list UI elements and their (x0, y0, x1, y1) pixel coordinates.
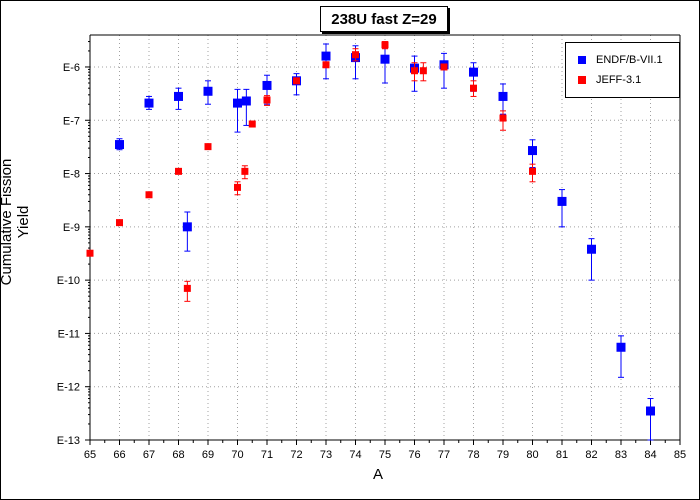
x-tick-label: 65 (84, 449, 96, 461)
x-tick-label: 75 (379, 449, 391, 461)
x-tick-label: 73 (320, 449, 332, 461)
y-axis-label: Cumulative Fission Yield (0, 158, 32, 286)
data-point-endf (469, 67, 478, 77)
x-tick-label: 79 (497, 449, 509, 461)
y-tick-label: E-11 (58, 328, 80, 340)
y-tick-label: E-8 (63, 169, 80, 181)
data-point-endf (616, 342, 626, 352)
x-tick-label: 83 (615, 449, 627, 461)
x-tick-label: 78 (467, 449, 479, 461)
y-tick-label: E-10 (57, 275, 80, 287)
data-point-endf (182, 222, 192, 232)
data-point-jeff (419, 67, 427, 75)
x-tick-label: 68 (172, 449, 184, 461)
data-point-jeff (234, 183, 241, 191)
data-point-endf (144, 98, 154, 108)
x-tick-label: 69 (202, 449, 214, 461)
data-point-endf (233, 98, 242, 108)
x-tick-label: 76 (408, 449, 420, 461)
x-tick-label: 84 (644, 449, 656, 461)
x-tick-label: 85 (674, 449, 686, 461)
x-tick-label: 71 (261, 449, 273, 461)
legend-swatch-endf (578, 56, 586, 64)
legend-entry-endf: ENDF/B-VII.1 (578, 54, 663, 66)
data-point-jeff (470, 84, 477, 92)
x-tick-label: 77 (438, 449, 450, 461)
x-axis-label: A (373, 466, 384, 483)
y-tick-label: E-12 (57, 382, 80, 394)
data-point-endf (174, 91, 183, 101)
y-tick-label: E-9 (63, 222, 80, 234)
legend-label-jeff: JEFF-3.1 (596, 74, 642, 86)
x-tick-label: 72 (290, 449, 302, 461)
data-point-jeff (322, 61, 330, 69)
x-tick-label: 66 (113, 449, 125, 461)
data-point-endf (262, 80, 272, 90)
x-tick-label: 80 (526, 449, 538, 461)
legend-label-endf: ENDF/B-VII.1 (596, 54, 663, 66)
data-point-jeff (175, 167, 182, 175)
y-tick-label: E-6 (63, 62, 80, 74)
chart-title: 238U fast Z=29 (320, 6, 448, 32)
data-point-endf (587, 244, 596, 254)
data-point-endf (380, 54, 390, 64)
legend-swatch-jeff (578, 76, 586, 84)
x-tick-label: 81 (556, 449, 568, 461)
data-point-jeff (352, 51, 359, 59)
data-point-jeff (204, 143, 212, 151)
data-point-jeff (440, 63, 448, 71)
data-point-endf (241, 96, 251, 106)
data-point-jeff (86, 249, 94, 257)
data-point-endf (646, 406, 655, 416)
x-tick-label: 74 (349, 449, 361, 461)
data-point-endf (321, 51, 331, 61)
data-point-jeff (529, 167, 536, 175)
data-point-endf (203, 86, 213, 96)
data-point-jeff (263, 96, 271, 104)
data-point-jeff (116, 219, 123, 227)
data-point-endf (498, 91, 508, 101)
x-tick-label: 67 (143, 449, 155, 461)
data-point-jeff (293, 77, 300, 85)
data-point-jeff (248, 120, 256, 128)
y-tick-label: E-7 (63, 115, 80, 127)
data-point-jeff (499, 114, 507, 122)
legend: ENDF/B-VII.1 JEFF-3.1 (565, 42, 680, 98)
x-tick-label: 82 (585, 449, 597, 461)
x-tick-label: 70 (231, 449, 243, 461)
data-point-jeff (145, 191, 153, 199)
data-point-jeff (381, 41, 389, 49)
legend-entry-jeff: JEFF-3.1 (578, 74, 641, 86)
data-point-endf (528, 146, 537, 156)
data-point-jeff (183, 284, 191, 292)
data-point-endf (115, 140, 124, 150)
data-point-jeff (241, 167, 249, 175)
y-tick-label: E-13 (57, 435, 80, 447)
data-point-jeff (411, 67, 418, 75)
data-point-endf (557, 196, 567, 206)
